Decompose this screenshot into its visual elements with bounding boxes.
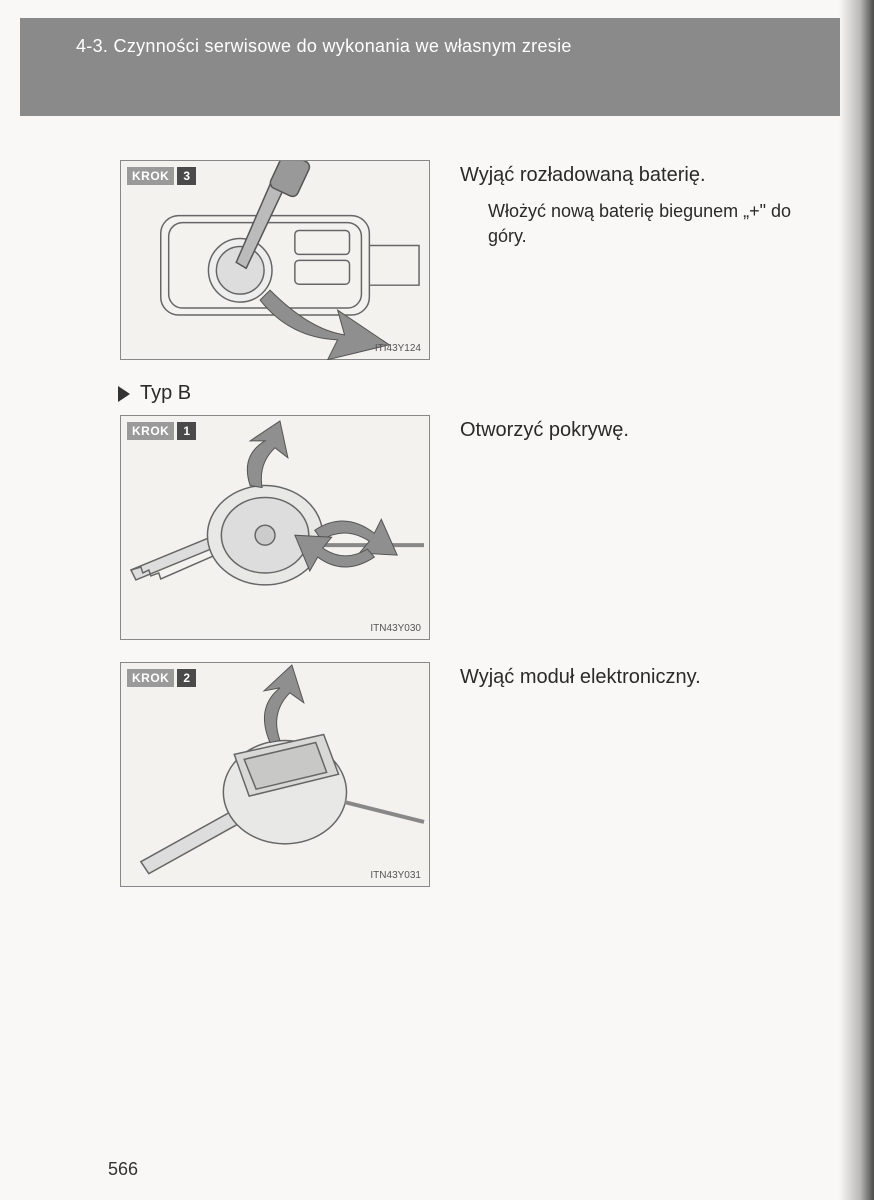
step-1-text: Otworzyć pokrywę. [460, 415, 629, 454]
section-title: 4-3. Czynności serwisowe do wykonania we… [76, 36, 572, 56]
step-1-row: KROK 1 [120, 415, 800, 640]
type-b-label: Typ B [140, 382, 191, 405]
figure-code: ITI43Y124 [375, 343, 421, 354]
step-3-row: KROK 3 [120, 160, 800, 360]
step-2-row: KROK 2 [120, 662, 800, 887]
figure-step-3: KROK 3 [120, 160, 430, 360]
step-1-title: Otworzyć pokrywę. [460, 419, 629, 442]
step-3-text: Wyjąć rozładowaną baterię. Włożyć nową b… [460, 160, 800, 249]
step-2-title: Wyjąć moduł elektroniczny. [460, 666, 701, 689]
triangle-bullet-icon [118, 386, 130, 402]
figure-step-2: KROK 2 [120, 662, 430, 887]
page-edge-shadow [839, 0, 874, 1200]
type-b-heading: Typ B [118, 382, 800, 405]
section-header: 4-3. Czynności serwisowe do wykonania we… [20, 18, 840, 116]
page-content: KROK 3 [120, 160, 800, 909]
figure-code: ITN43Y030 [370, 623, 421, 634]
step-2-text: Wyjąć moduł elektroniczny. [460, 662, 701, 701]
illustration-battery-remove [121, 161, 429, 360]
step-3-title: Wyjąć rozładowaną baterię. [460, 164, 800, 187]
figure-step-1: KROK 1 [120, 415, 430, 640]
step-3-sub: Włożyć nową baterię biegunem „+" do góry… [488, 199, 800, 249]
page-number: 566 [108, 1159, 138, 1180]
figure-code: ITN43Y031 [370, 870, 421, 881]
illustration-remove-module [121, 663, 429, 887]
illustration-open-cover [121, 416, 429, 640]
